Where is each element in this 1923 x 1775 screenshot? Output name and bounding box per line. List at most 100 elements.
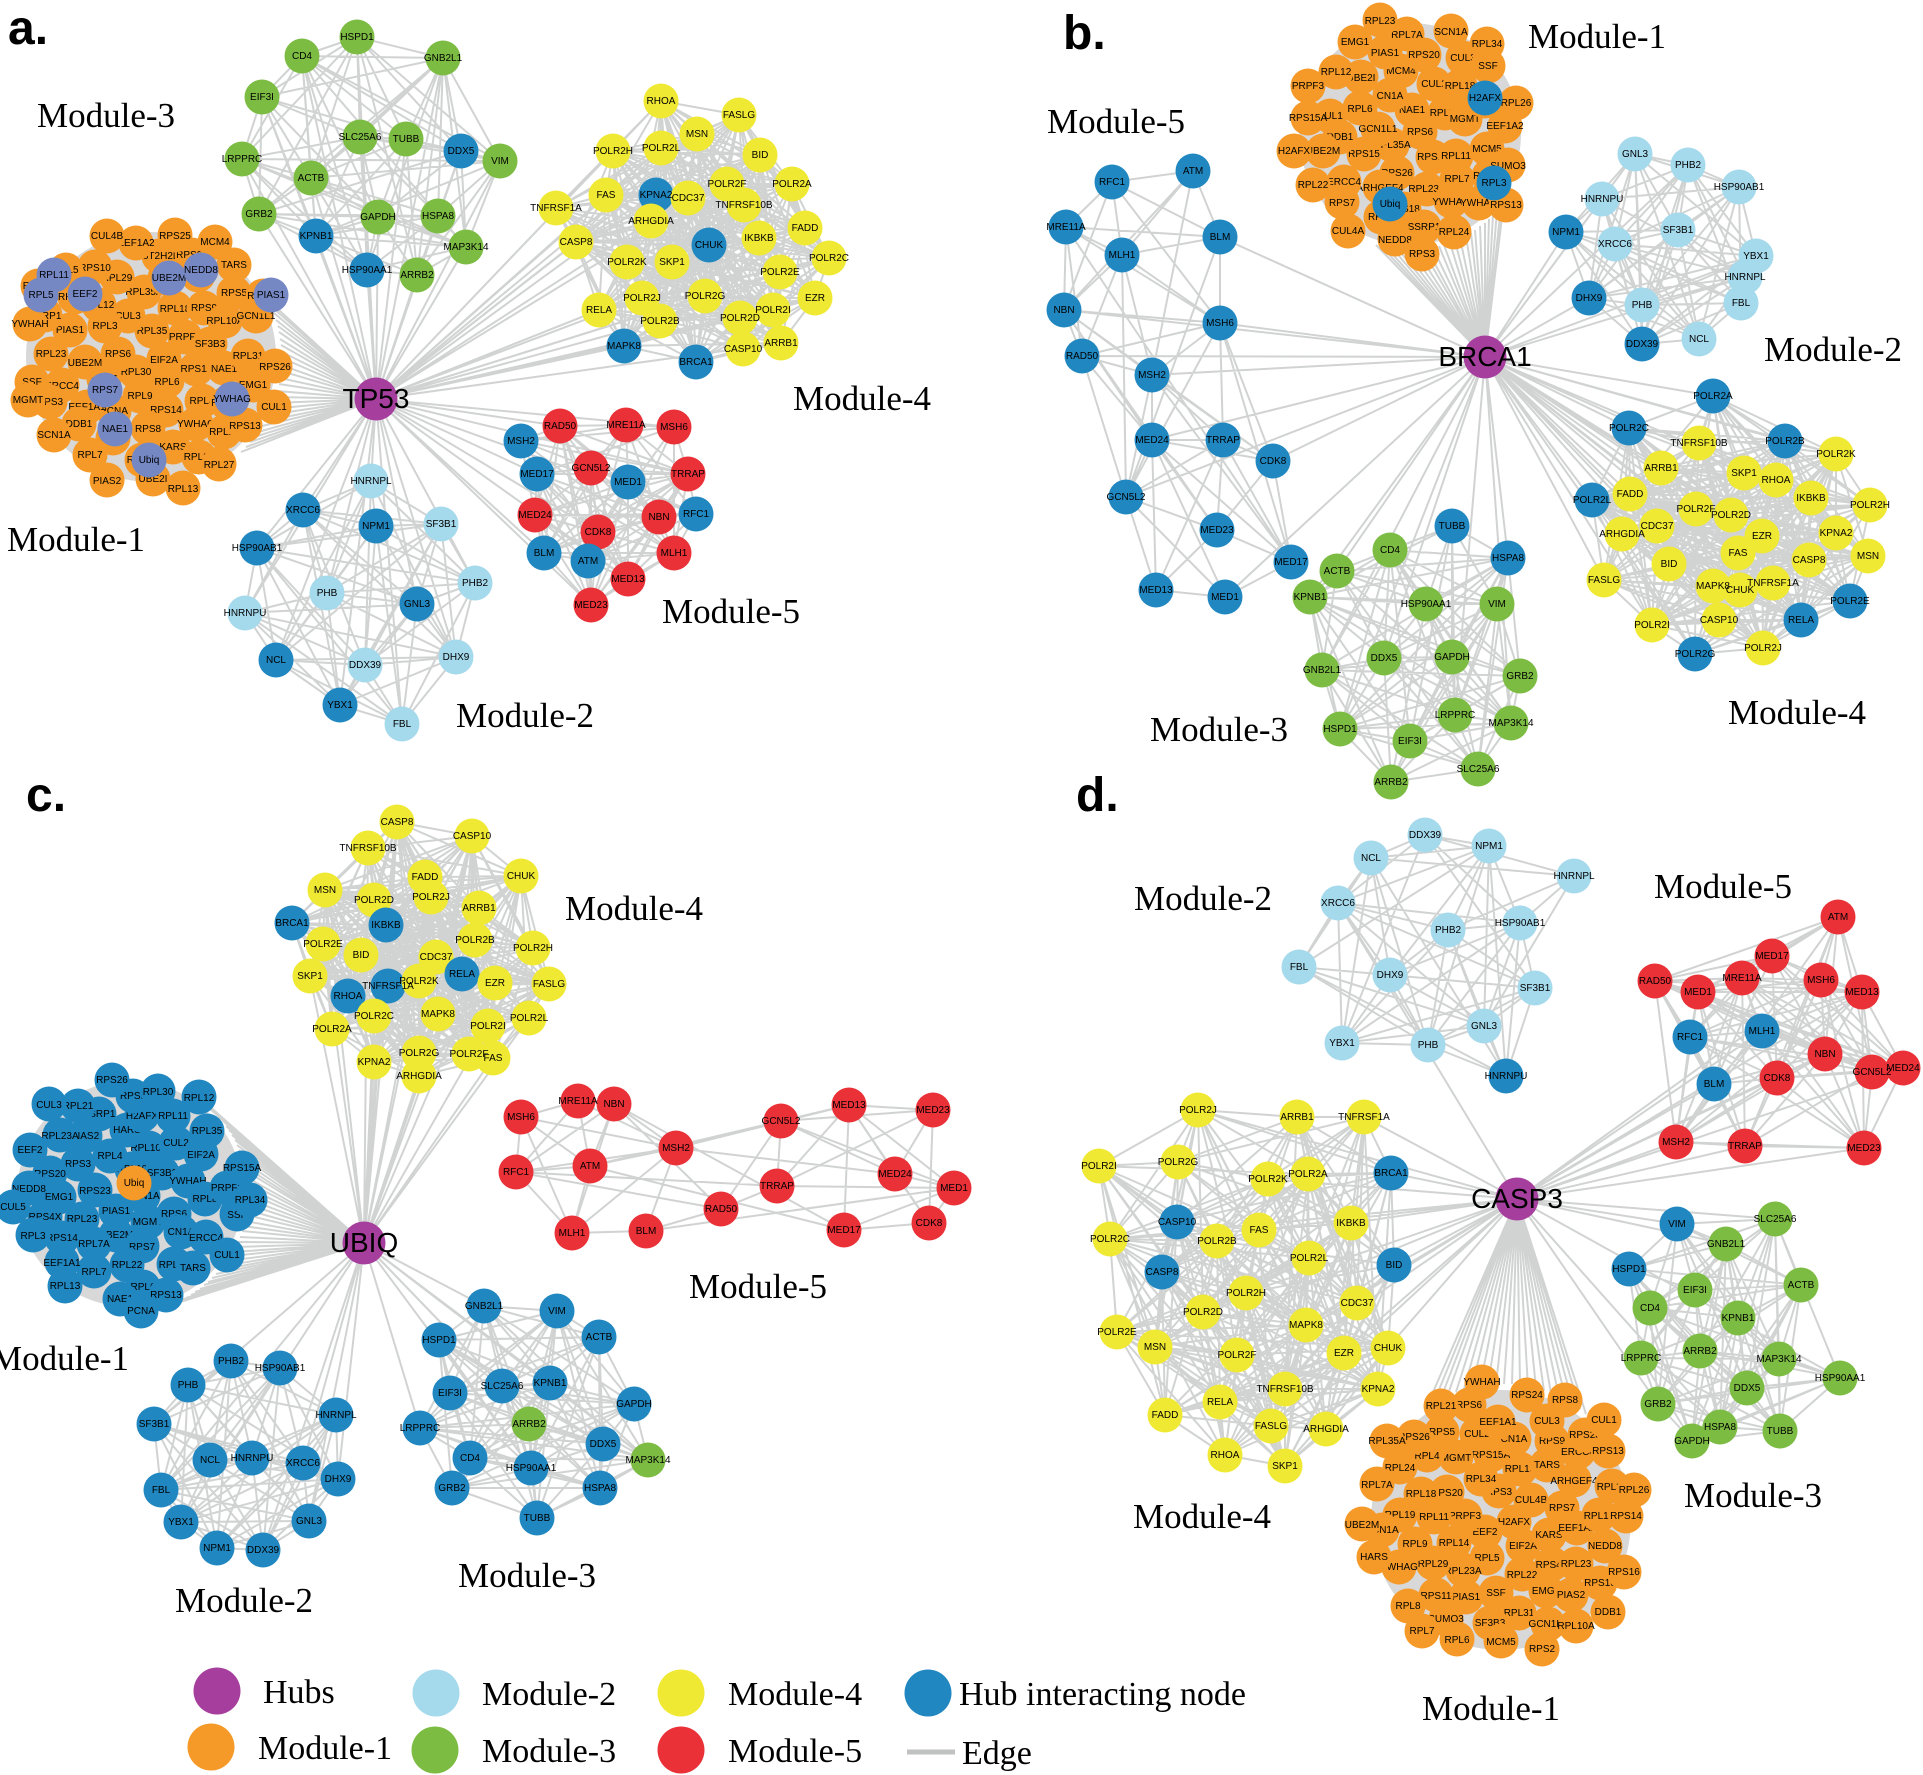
svg-text:EEF1A2: EEF1A2: [1486, 121, 1524, 132]
svg-text:GCN5L2: GCN5L2: [1853, 1067, 1892, 1078]
svg-text:DDX39: DDX39: [1409, 830, 1442, 841]
svg-text:RPS11: RPS11: [181, 364, 212, 375]
svg-text:POLR2I: POLR2I: [1081, 1161, 1117, 1172]
svg-text:ARRB1: ARRB1: [1644, 463, 1678, 474]
svg-text:RPS2: RPS2: [1529, 1644, 1556, 1655]
svg-text:GNL3: GNL3: [1471, 1021, 1498, 1032]
svg-text:POLR2D: POLR2D: [1711, 510, 1751, 521]
svg-text:RPL7A: RPL7A: [1391, 30, 1423, 41]
svg-text:POLR2H: POLR2H: [513, 943, 553, 954]
svg-text:POLR2K: POLR2K: [607, 257, 647, 268]
svg-text:Module-4: Module-4: [565, 889, 703, 928]
svg-text:BRCA1: BRCA1: [275, 918, 309, 929]
svg-text:DHX9: DHX9: [1377, 970, 1404, 981]
svg-text:KARS: KARS: [1535, 1530, 1563, 1541]
svg-text:SUMO3: SUMO3: [1428, 1614, 1464, 1625]
svg-text:PIAS1: PIAS1: [1371, 48, 1400, 59]
svg-text:CASP8: CASP8: [1146, 1267, 1179, 1278]
svg-text:RPS14: RPS14: [46, 1233, 78, 1244]
svg-text:CASP8: CASP8: [560, 237, 593, 248]
svg-text:RPL31: RPL31: [1504, 1608, 1535, 1619]
svg-text:YWHAG: YWHAG: [1380, 1562, 1418, 1573]
svg-text:RPL13: RPL13: [168, 484, 199, 495]
svg-text:HSP90AB1: HSP90AB1: [232, 543, 283, 554]
svg-text:MAPK8: MAPK8: [1696, 581, 1730, 592]
svg-text:RPL12: RPL12: [84, 300, 115, 311]
svg-text:RPL23A: RPL23A: [1444, 1566, 1482, 1577]
svg-text:POLR2D: POLR2D: [1183, 1307, 1223, 1318]
svg-text:Module-4: Module-4: [1133, 1497, 1271, 1536]
svg-text:IKBKB: IKBKB: [1796, 493, 1826, 504]
svg-text:NBN: NBN: [1814, 1049, 1835, 1060]
svg-text:EIF3I: EIF3I: [250, 92, 274, 103]
svg-text:ATM: ATM: [1183, 166, 1203, 177]
svg-text:SSRP1: SSRP1: [83, 1109, 116, 1120]
svg-text:RPS24: RPS24: [1511, 1390, 1543, 1401]
svg-text:TARS: TARS: [180, 1263, 206, 1274]
svg-text:MED13: MED13: [832, 1100, 866, 1111]
svg-text:HSPD1: HSPD1: [340, 32, 374, 43]
svg-text:SLC25A6: SLC25A6: [339, 132, 382, 143]
svg-text:SF3B1: SF3B1: [426, 519, 457, 530]
svg-text:GRB2: GRB2: [1506, 671, 1534, 682]
svg-text:RPS26: RPS26: [1398, 1432, 1430, 1443]
svg-text:PRPF3: PRPF3: [169, 332, 202, 343]
svg-text:RHOA: RHOA: [1762, 475, 1791, 486]
svg-text:EZR: EZR: [1752, 531, 1772, 542]
svg-text:HSPA8: HSPA8: [422, 211, 454, 222]
svg-text:RPL26: RPL26: [1501, 98, 1532, 109]
svg-text:RPS20: RPS20: [34, 1169, 66, 1180]
svg-text:RPL18: RPL18: [160, 304, 191, 315]
svg-text:MAP3K14: MAP3K14: [443, 242, 488, 253]
svg-text:MED23: MED23: [1847, 1143, 1881, 1154]
svg-text:RPS9: RPS9: [120, 1091, 147, 1102]
svg-text:RPL29: RPL29: [102, 273, 133, 284]
svg-text:CDK8: CDK8: [1764, 1073, 1791, 1084]
svg-text:UBE2M: UBE2M: [99, 1230, 133, 1241]
svg-text:NBN: NBN: [603, 1099, 624, 1110]
svg-text:CUL3: CUL3: [36, 1100, 62, 1111]
svg-text:POLR2C: POLR2C: [1609, 423, 1649, 434]
svg-text:MAP3K14: MAP3K14: [625, 1455, 670, 1466]
svg-text:RPS13: RPS13: [1490, 200, 1522, 211]
svg-text:RPL34: RPL34: [1466, 1474, 1497, 1485]
svg-text:Module-4: Module-4: [728, 1676, 862, 1713]
svg-text:RPL7A: RPL7A: [1361, 1480, 1393, 1491]
svg-text:RPL11: RPL11: [39, 270, 69, 281]
svg-text:PIAS1: PIAS1: [102, 1206, 131, 1217]
svg-text:RPL21: RPL21: [63, 1101, 94, 1112]
svg-text:ARRB2: ARRB2: [512, 1419, 546, 1430]
svg-text:RPL23: RPL23: [1365, 16, 1396, 27]
svg-text:RPS13: RPS13: [1592, 1446, 1624, 1457]
svg-text:MED17: MED17: [520, 469, 554, 480]
svg-text:TNFRSF10B: TNFRSF10B: [1256, 1384, 1314, 1395]
svg-text:ERCC4: ERCC4: [1561, 1447, 1595, 1458]
svg-text:RPL8: RPL8: [192, 1194, 217, 1205]
svg-text:EEF1A2: EEF1A2: [117, 238, 155, 249]
svg-text:SF3B1: SF3B1: [1663, 225, 1694, 236]
svg-text:HSP90AB1: HSP90AB1: [1714, 182, 1765, 193]
svg-text:RPS15A: RPS15A: [1289, 113, 1328, 124]
svg-text:RPL11: RPL11: [1441, 151, 1471, 162]
svg-text:POLR2C: POLR2C: [1090, 1234, 1130, 1245]
svg-text:RPL5: RPL5: [1474, 1553, 1499, 1564]
svg-text:IKBKB: IKBKB: [744, 233, 774, 244]
svg-text:CUL4B: CUL4B: [1515, 1495, 1548, 1506]
svg-text:Module-3: Module-3: [458, 1556, 596, 1595]
svg-text:FASLG: FASLG: [533, 979, 565, 990]
svg-text:ATM: ATM: [1828, 912, 1848, 923]
svg-text:RPL26: RPL26: [1619, 1485, 1650, 1496]
svg-text:POLR2I: POLR2I: [755, 305, 791, 316]
svg-text:SLC25A6: SLC25A6: [1754, 1214, 1797, 1225]
svg-text:GAPDH: GAPDH: [360, 212, 396, 223]
svg-text:SKP1: SKP1: [1272, 1461, 1298, 1472]
svg-text:NPM1: NPM1: [1475, 841, 1503, 852]
svg-text:FAS: FAS: [1250, 1225, 1269, 1236]
svg-text:MCM5: MCM5: [1472, 144, 1502, 155]
svg-text:CASP10: CASP10: [453, 831, 492, 842]
svg-text:TNFRSF1A: TNFRSF1A: [362, 981, 414, 992]
svg-text:EMG1: EMG1: [1532, 1586, 1561, 1597]
svg-text:GCN5L2: GCN5L2: [762, 1116, 801, 1127]
svg-text:RPL24: RPL24: [1385, 1463, 1416, 1474]
svg-text:MED17: MED17: [1755, 951, 1789, 962]
